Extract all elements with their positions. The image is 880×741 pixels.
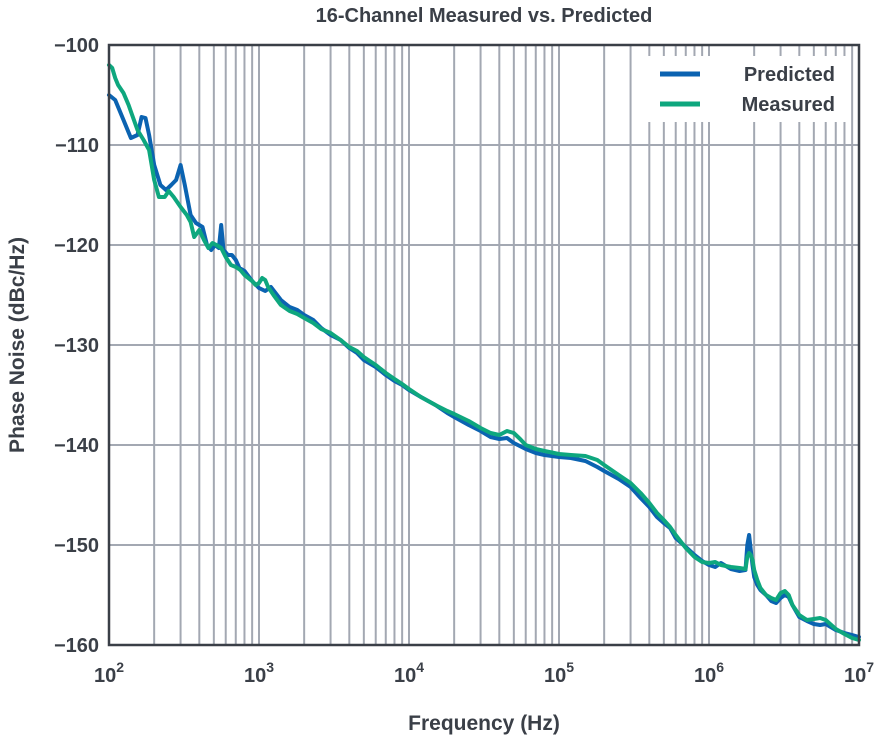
y-tick-labels: −100 −110 −120 −130 −140 −150 −160 <box>54 35 99 657</box>
x-tick-label: 105 <box>544 659 574 687</box>
x-tick-labels: 102 103 104 105 106 107 <box>94 659 874 687</box>
y-tick-label: −130 <box>54 335 99 357</box>
x-tick-label: 104 <box>394 659 424 687</box>
y-tick-label: −150 <box>54 535 99 557</box>
x-tick-label: 103 <box>244 659 274 687</box>
legend-box <box>648 56 846 122</box>
y-tick-label: −120 <box>54 235 99 257</box>
y-tick-label: −100 <box>54 35 99 57</box>
series-line-measured <box>107 63 861 642</box>
x-tick-label: 107 <box>844 659 874 687</box>
grid-lines <box>109 45 859 645</box>
y-tick-label: −110 <box>55 135 99 157</box>
y-axis-title: Phase Noise (dBc/Hz) <box>6 237 29 453</box>
plot-frame <box>107 43 861 647</box>
legend: Predicted Measured <box>648 56 846 122</box>
legend-label-measured: Measured <box>742 94 835 116</box>
data-series <box>107 63 861 642</box>
chart-title: 16-Channel Measured vs. Predicted <box>316 5 653 27</box>
legend-label-predicted: Predicted <box>744 64 835 86</box>
x-tick-label: 102 <box>94 659 124 687</box>
x-axis-title: Frequency (Hz) <box>408 712 560 735</box>
y-tick-label: −140 <box>54 435 99 457</box>
x-tick-label: 106 <box>694 659 724 687</box>
y-tick-label: −160 <box>54 635 99 657</box>
